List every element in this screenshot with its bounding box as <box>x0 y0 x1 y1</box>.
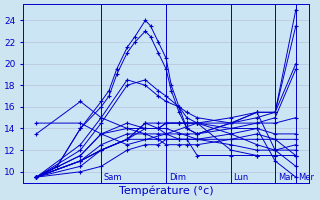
Text: Lun: Lun <box>234 173 249 182</box>
Text: Sam: Sam <box>104 173 122 182</box>
Text: Mar: Mar <box>278 173 293 182</box>
Text: Mer: Mer <box>299 173 315 182</box>
Text: Dim: Dim <box>169 173 186 182</box>
X-axis label: Température (°c): Température (°c) <box>119 185 213 196</box>
